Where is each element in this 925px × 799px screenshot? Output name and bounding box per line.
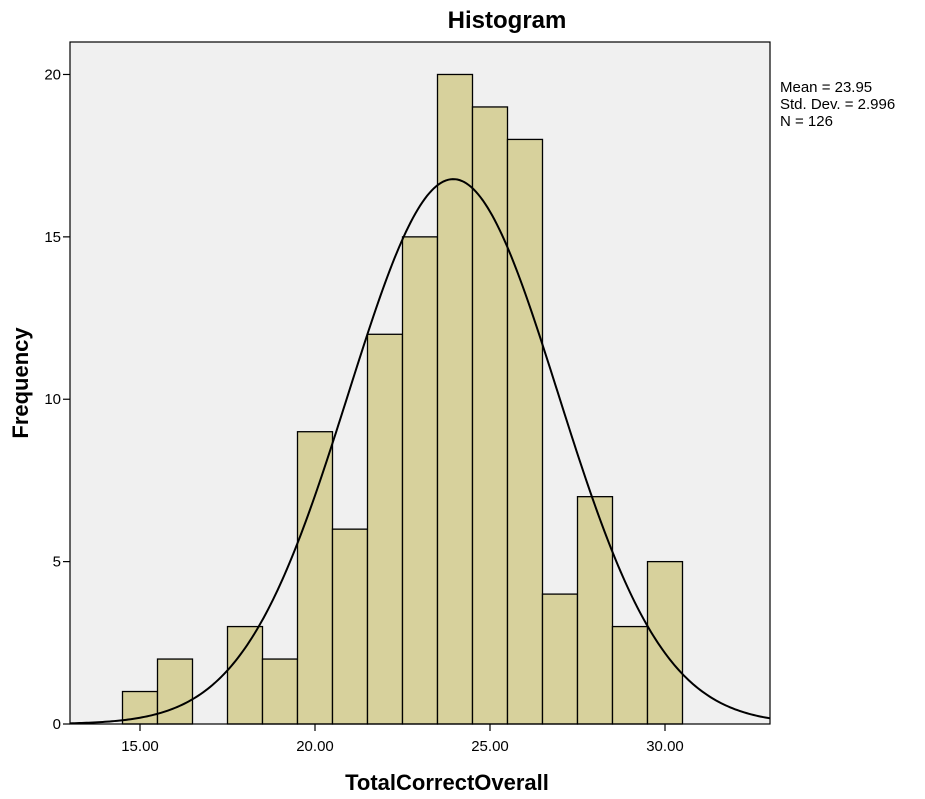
plot-frame [69,41,771,725]
stats-n: N = 126 [780,113,833,130]
histogram-bar [401,236,439,725]
histogram-bar [436,73,474,725]
x-tick-label: 25.00 [471,738,509,755]
histogram-bar [576,496,614,725]
histogram-bar [331,528,369,725]
histogram-bar [611,625,649,725]
histogram-bar [646,560,684,725]
y-axis: 0 5 10 15 20 [44,66,70,733]
histogram-bar [506,138,544,725]
histogram-bar [366,333,404,725]
x-tick-label: 30.00 [646,738,684,755]
y-axis-title: Frequency [8,327,33,439]
x-axis: 15.00 20.00 25.00 30.00 [121,724,684,755]
y-tick-label: 5 [53,554,61,571]
x-tick-label: 20.00 [296,738,334,755]
histogram-bar [156,658,194,725]
y-tick-label: 0 [53,716,61,733]
histogram-bar [226,625,264,725]
chart-title: Histogram [448,7,567,34]
histogram-bar [296,431,334,725]
x-tick-label: 15.00 [121,738,159,755]
y-tick-label: 20 [44,66,61,83]
y-tick-label: 15 [44,229,61,246]
normal-curve [69,178,771,725]
stats-std-dev: Std. Dev. = 2.996 [780,96,895,113]
x-axis-title: TotalCorrectOverall [345,770,549,795]
bars-group [121,73,684,725]
y-tick-label: 10 [44,391,61,408]
stats-mean: Mean = 23.95 [780,79,872,96]
histogram-bar [541,593,579,725]
histogram-bar [261,658,299,725]
histogram-bar [471,106,509,725]
